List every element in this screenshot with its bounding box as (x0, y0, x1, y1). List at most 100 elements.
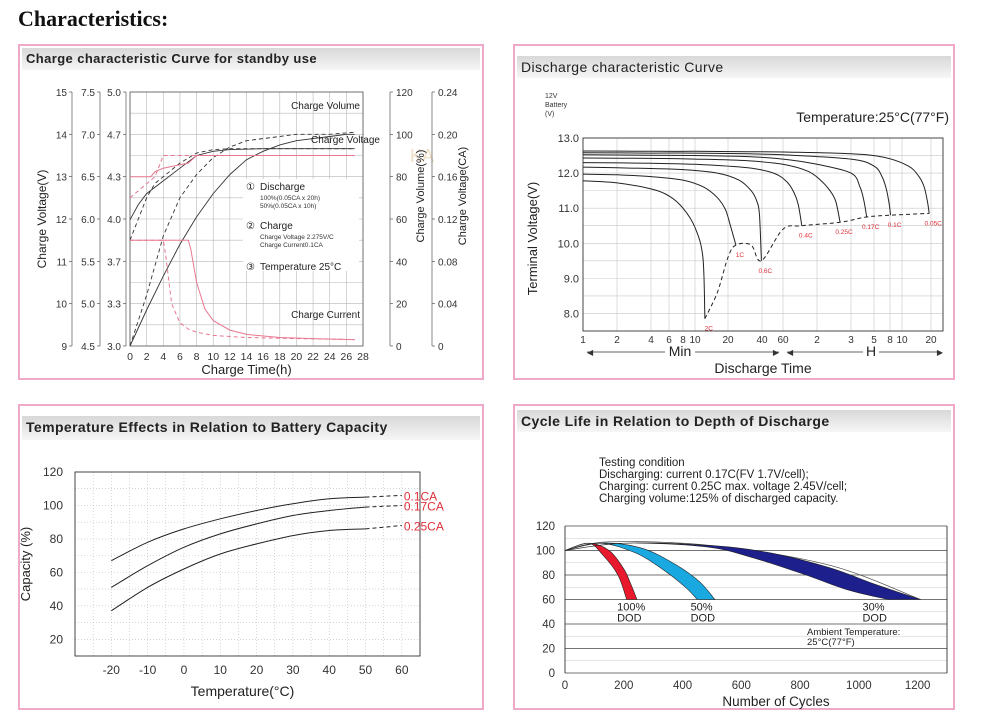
legend-temperature: Temperature 25°C (260, 262, 341, 273)
x-axis-tick-label: 16 (257, 351, 269, 363)
left-axis-tick-label: 7.5 (81, 88, 95, 99)
left-axis-tick-label: 13 (56, 173, 68, 184)
hour-arrow-head-left: ◀ (787, 348, 794, 357)
right-axis-tick-label: 120 (396, 88, 413, 99)
x-axis-tick-label: 400 (673, 680, 692, 692)
right-axis-title: Charge Volume(%) (415, 150, 427, 243)
x-axis-tick-label: 0 (181, 663, 188, 677)
discharge-characteristic-panel: Discharge characteristic Curve 12V Batter… (513, 44, 955, 380)
x-axis-tick-label: 200 (614, 680, 633, 692)
y-axis-tick-label: 40 (542, 619, 555, 631)
left-axis-tick-label: 4.0 (107, 215, 121, 226)
x-axis-tick-label: 1000 (846, 680, 872, 692)
dod-band-100dod (564, 542, 638, 600)
x-axis-tick-label: 26 (341, 351, 353, 363)
x-axis-tick-label: -10 (139, 663, 157, 677)
charge-chart-title: Charge characteristic Curve for standby … (22, 48, 480, 70)
x-axis-tick-label: 2 (144, 351, 150, 363)
testing-condition-line: Charging: current 0.25C max. voltage 2.4… (599, 481, 847, 493)
x-axis-tick-label: 4 (648, 335, 654, 346)
right-axis-tick-label: 0.20 (438, 130, 458, 141)
x-axis-tick-label: 6 (666, 335, 672, 346)
x-axis-tick-label: 60 (395, 663, 409, 677)
y-axis-tick-label: 40 (50, 599, 64, 613)
x-axis-tick-label: 40 (756, 335, 768, 346)
legend-discharge-line: 100%(0.05CA x 20h) (260, 195, 320, 202)
legend-charge-line: Charge Current0.1CA (260, 242, 324, 249)
left-axis-tick-label: 11 (57, 257, 68, 268)
left-axis-tick-label: 6.0 (81, 215, 95, 226)
y-axis-tick-label: 0 (549, 668, 555, 680)
legend-marker: ① (246, 182, 255, 193)
page-title: Characteristics: (18, 6, 169, 31)
rate-label: 0.4C (799, 233, 813, 240)
series-label: 0.1CA (404, 489, 437, 503)
x-axis-title: Temperature(°C) (191, 683, 295, 699)
y-axis-tick-label: 20 (542, 644, 555, 656)
y-axis-tick-label: 9.0 (564, 273, 579, 285)
y-axis-title: Capacity (%) (18, 527, 33, 601)
y-axis-tick-label: 10.0 (558, 238, 579, 250)
x-axis-tick-label: 2 (814, 335, 820, 346)
dod-band-30dod (564, 542, 921, 600)
curve-label-charge-volume: Charge Volume (291, 101, 360, 112)
left-axis-tick-label: 4.3 (107, 173, 121, 184)
right-axis-tick-label: 0.12 (438, 215, 458, 226)
x-unit-min: Min (669, 343, 692, 359)
x-axis-tick-label: 2 (614, 335, 620, 346)
x-axis-tick-label: 28 (357, 351, 369, 363)
x-axis-title: Number of Cycles (722, 694, 830, 709)
left-axis-tick-label: 3.7 (107, 257, 121, 268)
legend-marker: ③ (246, 262, 255, 273)
testing-condition-line: Charging volume:125% of discharged capac… (599, 493, 839, 505)
x-axis-tick-label: 4 (160, 351, 166, 363)
right-axis-tick-label: 0 (396, 342, 402, 353)
left-axis-tick-label: 12 (56, 215, 68, 226)
y-axis-tick-label: 20 (50, 632, 64, 646)
left-axis-tick-label: 4.5 (81, 342, 95, 353)
x-axis-tick-label: 20 (250, 663, 264, 677)
plot-frame (582, 137, 944, 332)
right-axis-tick-label: 0.16 (438, 173, 458, 184)
rate-label: 0.1C (888, 222, 902, 229)
x-axis-tick-label: 60 (777, 335, 789, 346)
ambient-temperature-label: Ambient Temperature: (807, 627, 900, 638)
left-axis-tick-label: 5.0 (107, 88, 121, 99)
end-voltage-dashed-line (704, 212, 930, 319)
x-axis-tick-label: 800 (790, 680, 809, 692)
dod-label-dod: DOD (862, 613, 887, 625)
x-unit-hour: H (866, 343, 876, 359)
plot-frame (74, 471, 421, 657)
legend-discharge-line: 50%(0.05CA x 10h) (260, 203, 316, 210)
y-axis-tick-label: 120 (43, 465, 63, 479)
y-unit-label: Battery (545, 102, 568, 109)
min-arrow-head-right: ▶ (773, 348, 780, 357)
y-axis-tick-label: 80 (542, 570, 555, 582)
capacity-curve (111, 528, 366, 612)
y-axis-tick-label: 60 (50, 565, 64, 579)
left-axis-tick-label: 15 (56, 88, 68, 99)
x-axis-tick-label: 18 (274, 351, 286, 363)
y-axis-tick-label: 12.0 (558, 168, 579, 180)
y-axis-tick-label: 100 (536, 546, 555, 558)
rate-label: 0.6C (759, 268, 773, 275)
left-axis-tick-label: 3.3 (107, 300, 121, 311)
discharge-curve-0.17C (582, 154, 868, 218)
left-axis-tick-label: 4.7 (107, 130, 121, 141)
capacity-curve (111, 506, 366, 588)
discharge-curve-1C (582, 173, 737, 246)
capacity-curve-extension (365, 525, 402, 530)
dod-label-dod: DOD (691, 613, 716, 625)
x-axis-tick-label: 30 (286, 663, 300, 677)
x-axis-tick-label: 8 (194, 351, 200, 363)
x-axis-tick-label: 40 (323, 663, 337, 677)
right-axis-tick-label: 20 (396, 300, 408, 311)
x-axis-tick-label: 5 (871, 335, 877, 346)
charge-characteristic-panel: Charge characteristic Curve for standby … (18, 44, 484, 380)
min-arrow-head-left: ◀ (587, 348, 594, 357)
discharge-characteristic-chart: 12V Battery (V) Temperature:25°C(77°F) 13.0 1… (525, 93, 949, 376)
x-axis-tick-label: 600 (732, 680, 751, 692)
capacity-curve-extension (365, 505, 402, 508)
series-label: 0.17CA (404, 499, 444, 513)
cycle-life-chart-title: Cycle Life in Relation to Depth of Disch… (517, 410, 951, 432)
